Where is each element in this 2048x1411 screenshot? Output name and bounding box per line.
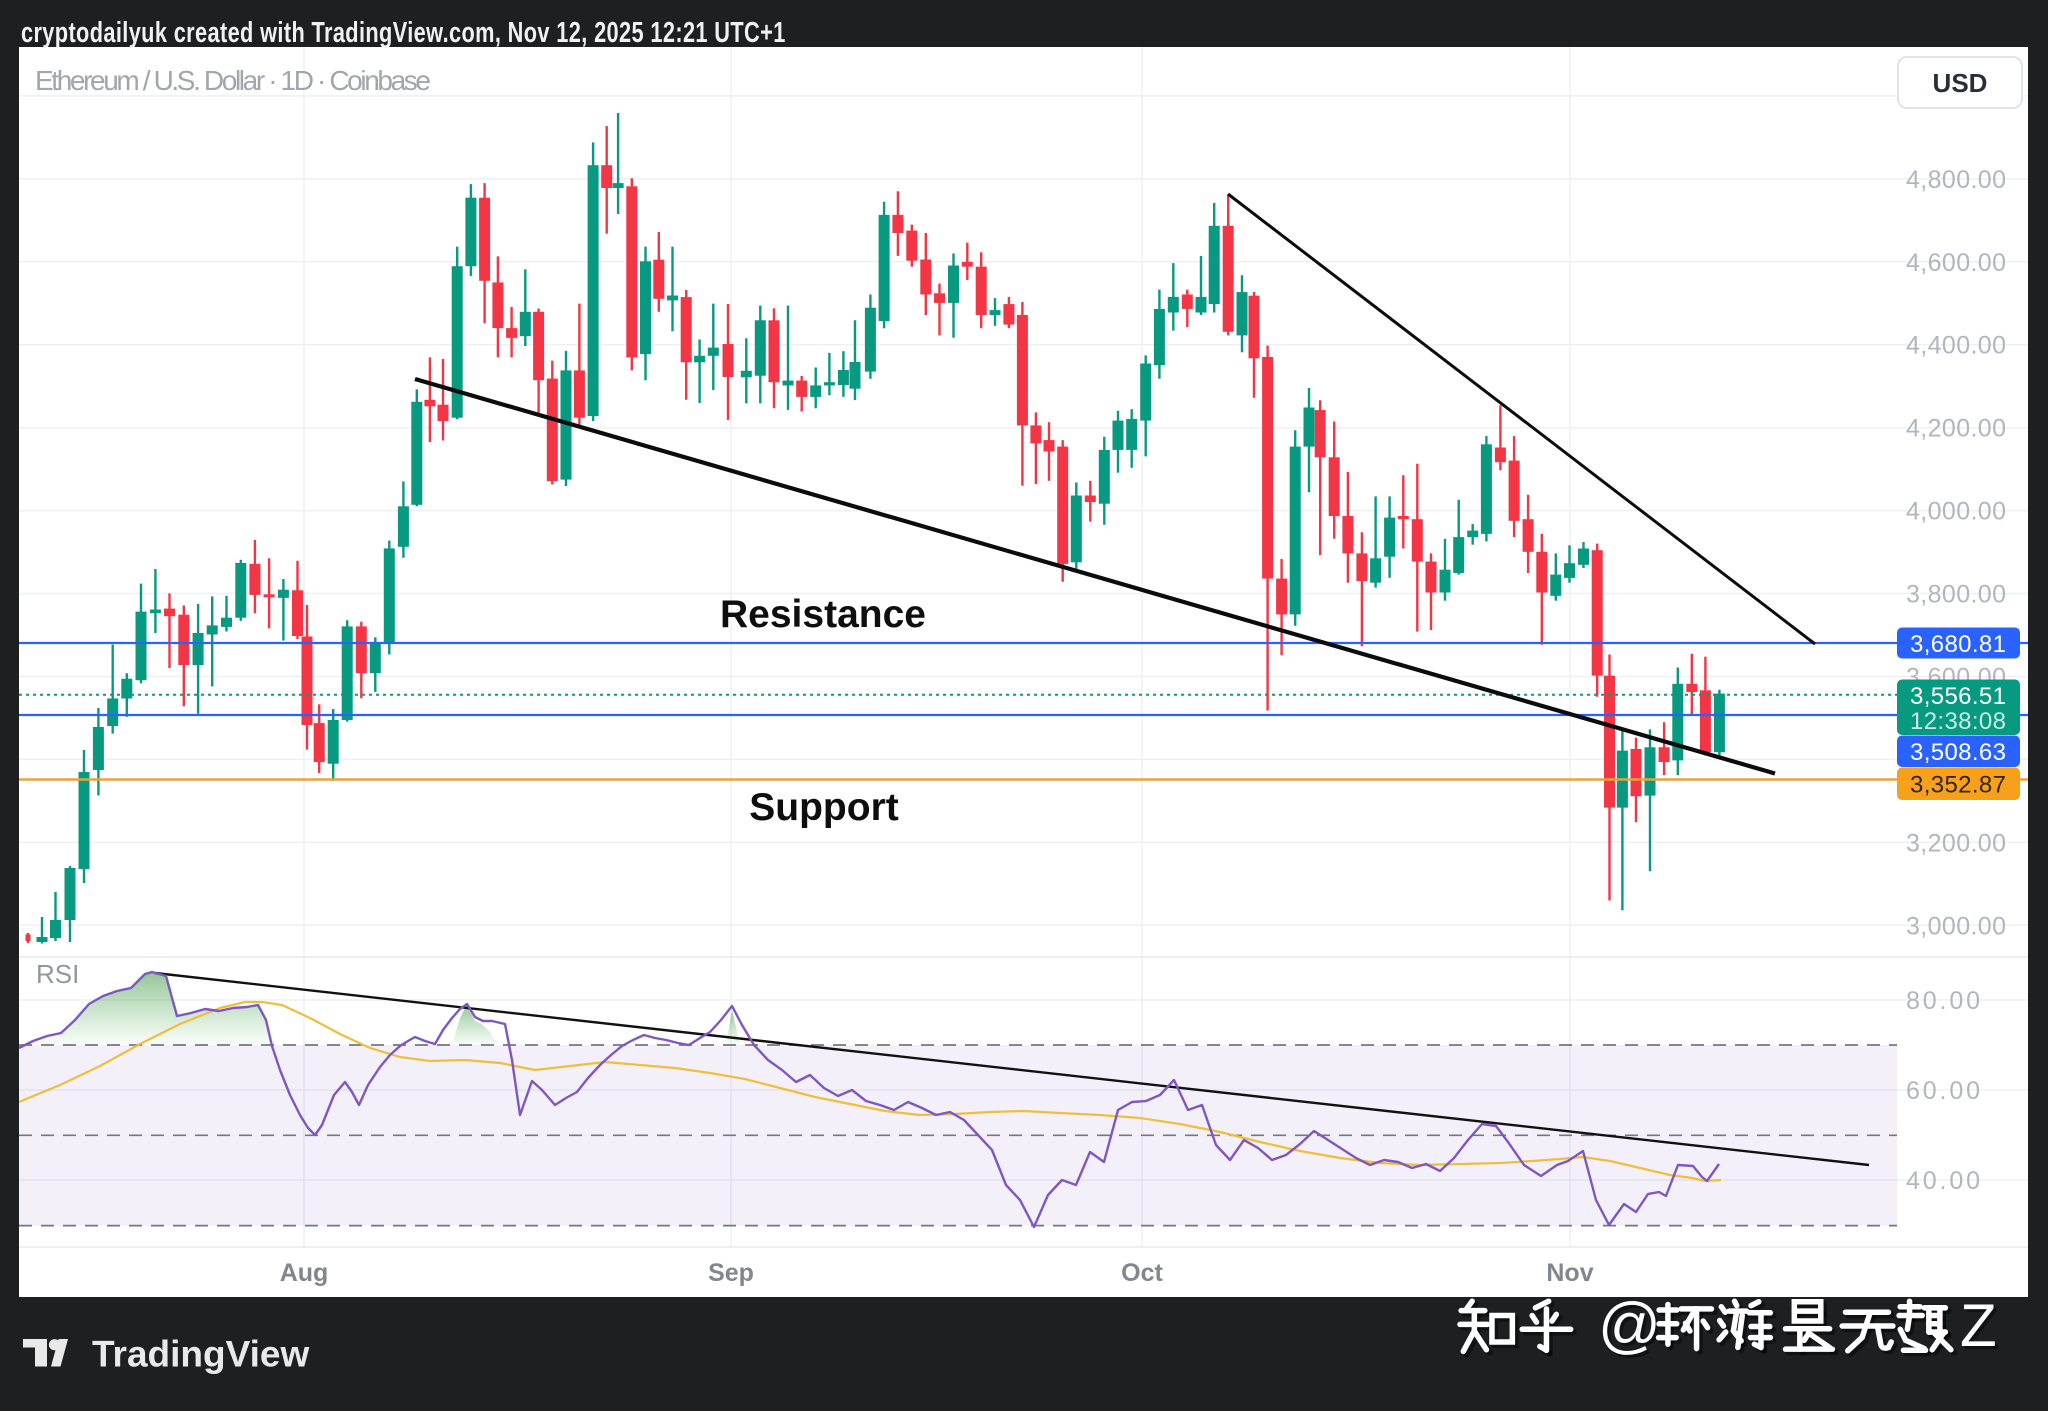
svg-text:3,508.63: 3,508.63 xyxy=(1910,739,2006,766)
svg-text:Sep: Sep xyxy=(708,1259,754,1287)
svg-text:Z: Z xyxy=(1963,1295,2000,1362)
svg-text:Oct: Oct xyxy=(1121,1259,1163,1287)
svg-text:80.00: 80.00 xyxy=(1906,987,1980,1015)
svg-text:4,600.00: 4,600.00 xyxy=(1906,249,2006,277)
svg-text:Z: Z xyxy=(1960,1292,1997,1359)
svg-text:12:38:08: 12:38:08 xyxy=(1910,708,2006,735)
svg-text:3,800.00: 3,800.00 xyxy=(1906,581,2006,609)
svg-text:3,200.00: 3,200.00 xyxy=(1906,829,2006,857)
svg-text:USD: USD xyxy=(1933,68,1988,98)
svg-text:Aug: Aug xyxy=(280,1259,329,1287)
svg-text:4,800.00: 4,800.00 xyxy=(1906,166,2006,194)
svg-text:4,200.00: 4,200.00 xyxy=(1906,415,2006,443)
svg-text:3,352.87: 3,352.87 xyxy=(1910,772,2006,799)
svg-text:Support: Support xyxy=(749,786,898,829)
svg-text:60.00: 60.00 xyxy=(1906,1077,1980,1105)
svg-text:40.00: 40.00 xyxy=(1906,1167,1980,1195)
svg-text:4,400.00: 4,400.00 xyxy=(1906,332,2006,360)
svg-text:Ethereum / U.S. Dollar · 1D ·: Ethereum / U.S. Dollar · 1D · Coinbase xyxy=(35,65,431,96)
svg-text:3,556.51: 3,556.51 xyxy=(1910,683,2006,710)
svg-text:4,000.00: 4,000.00 xyxy=(1906,498,2006,526)
svg-text:@: @ xyxy=(1598,1291,1661,1360)
svg-text:@: @ xyxy=(1601,1294,1664,1363)
svg-text:3,680.81: 3,680.81 xyxy=(1910,631,2006,658)
svg-text:TradingView: TradingView xyxy=(92,1334,309,1375)
svg-text:Resistance: Resistance xyxy=(720,593,926,636)
svg-text:3,000.00: 3,000.00 xyxy=(1906,912,2006,940)
svg-text:RSI: RSI xyxy=(36,959,79,989)
svg-text:Nov: Nov xyxy=(1546,1259,1593,1287)
